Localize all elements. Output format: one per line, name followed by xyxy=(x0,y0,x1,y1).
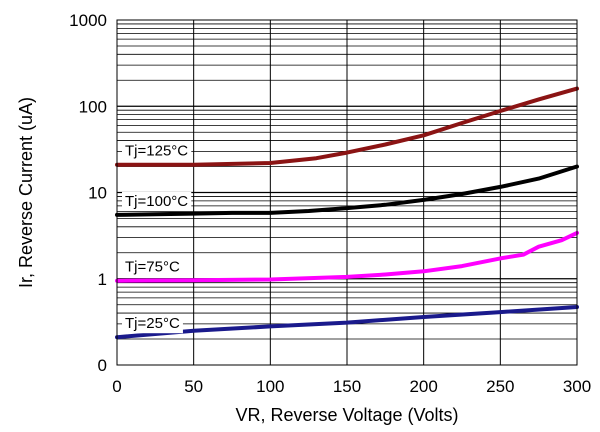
x-tick-label: 250 xyxy=(486,377,514,396)
x-tick-label: 0 xyxy=(112,377,121,396)
series-line xyxy=(115,164,579,217)
series-label-background xyxy=(122,141,192,161)
plot-frame xyxy=(116,19,578,366)
y-tick-label: 0 xyxy=(98,356,107,375)
series-label: Tj=100°C xyxy=(125,193,188,210)
x-tick-label: 300 xyxy=(563,377,591,396)
series-lines xyxy=(115,86,579,340)
y-axis-title: Ir, Reverse Current (uA) xyxy=(16,97,36,288)
series-label-background xyxy=(122,257,183,277)
series-line xyxy=(115,230,579,283)
axis-ticks: 0 50 100 150 200 250 300 0 1 10 100 1000 xyxy=(69,11,591,396)
series-line xyxy=(115,86,579,167)
series-label-background xyxy=(122,191,192,211)
series-label: Tj=25°C xyxy=(125,315,180,332)
x-tick-label: 150 xyxy=(333,377,361,396)
x-tick-label: 50 xyxy=(184,377,203,396)
y-tick-label: 1 xyxy=(98,270,107,289)
series-label: Tj=125°C xyxy=(125,143,188,160)
y-tick-label: 1000 xyxy=(69,11,107,30)
x-axis-title: VR, Reverse Voltage (Volts) xyxy=(235,405,458,425)
y-tick-label: 10 xyxy=(88,184,107,203)
x-tick-label: 200 xyxy=(409,377,437,396)
series-label: Tj=75°C xyxy=(125,259,180,276)
y-tick-label: 100 xyxy=(79,97,107,116)
x-tick-label: 100 xyxy=(256,377,284,396)
series-label-background xyxy=(122,314,183,334)
series-line xyxy=(115,305,579,340)
series-labels: Tj=125°C Tj=100°C Tj=75°C Tj=25°C xyxy=(122,141,192,334)
